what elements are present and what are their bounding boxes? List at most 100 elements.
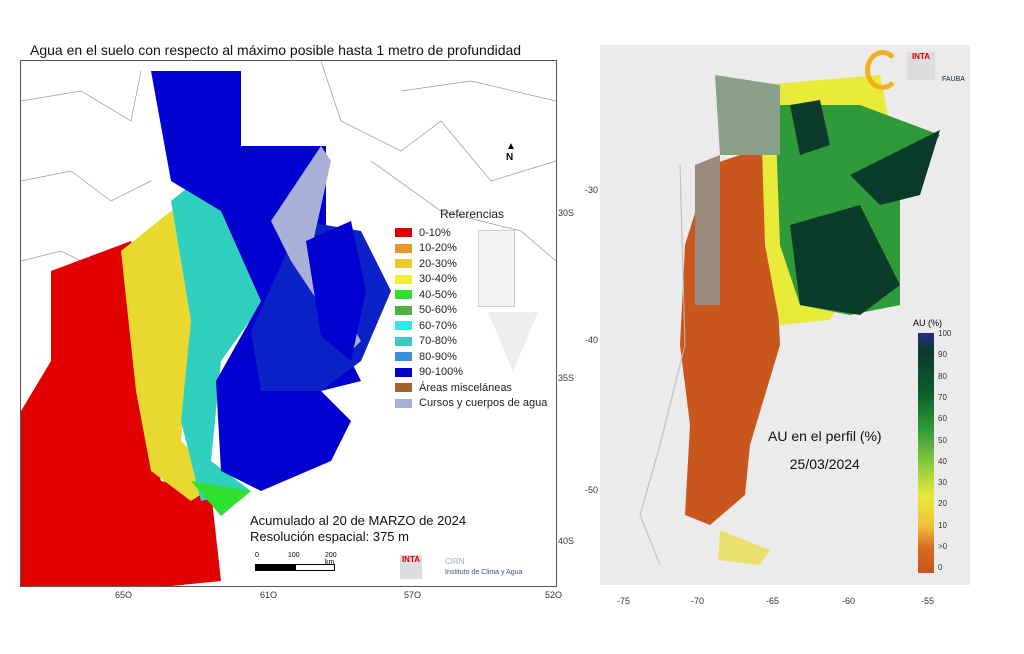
legend-swatch [395,398,412,408]
legend-item: 0-10% [395,225,547,241]
north-arrow: ▲ N [506,141,516,163]
legend: Referencias 0-10% 10-20% 20-30% 30-40% 40-50… [395,207,547,411]
legend-item: 20-30% [395,256,547,272]
east-blue [306,221,366,361]
legend-label: 20-30% [419,257,457,270]
left-map-title: Agua en el suelo con respecto al máximo … [30,42,522,58]
colorbar-label: 100 [938,329,952,338]
legend-label: 50-60% [419,304,457,317]
lon-label: -65 [766,596,780,606]
soil-water-raster [21,61,556,586]
northwest-grey [715,75,780,155]
lon-label: -60 [842,596,856,606]
inta-logo-right: INTA [907,52,935,80]
legend-swatch [395,228,412,238]
au-title: AU en el perfil (%) [768,428,882,444]
lon-label: -75 [617,596,631,606]
lat-label: 30S [558,208,575,218]
colorbar-label: 80 [938,371,947,381]
legend-label: 80-90% [419,350,457,363]
accumulated-date: Acumulado al 20 de MARZO de 2024 [250,513,467,528]
legend-swatch [395,352,412,362]
colorbar-label: 0 [938,563,943,573]
lat-label: -30 [585,185,599,195]
legend-label: Áreas misceláneas [419,381,512,394]
legend-label: 70-80% [419,335,457,348]
institute-name: Instituto de Clima y Agua [445,569,523,576]
argentina-dark [790,100,940,315]
fauba-logo: FAUBA [942,76,965,83]
argentina-inset [478,230,515,307]
andes-tan [695,155,720,305]
colorbar-label: 10 [938,520,947,530]
cirn-logo: CIRN [445,557,465,566]
legend-item: 40-50% [395,287,547,303]
scale-label: 0 [255,552,259,559]
legend-label: 90-100% [419,366,464,379]
lon-label: -70 [691,596,705,606]
legend-item: 60-70% [395,318,547,334]
scale-label: 100 [288,552,300,559]
legend-item: Áreas misceláneas [395,380,547,396]
legend-swatch [395,305,412,315]
colorbar-label: 30 [938,478,947,488]
colorbar-label: 90 [938,350,947,360]
region-red [21,241,221,586]
legend-label: 30-40% [419,273,457,286]
scale-label: 200 km [325,552,337,566]
legend-label: 40-50% [419,288,457,301]
lat-label: -50 [585,485,599,495]
chile-outline [639,164,686,566]
au-raster [639,75,940,566]
inta-logo: INTA [400,555,422,579]
lon-label: 52O [545,590,563,600]
lat-label: 35S [558,373,575,383]
au-caption: AU en el perfil (%) 25/03/2024 [768,422,882,478]
legend-item: 30-40% [395,272,547,288]
river-plate [271,146,361,351]
legend-label: 10-20% [419,242,457,255]
legend-swatch [395,274,412,284]
legend-item: 70-80% [395,334,547,350]
map-caption: Acumulado al 20 de MARZO de 2024 Resoluc… [250,513,466,545]
legend-swatch [395,336,412,346]
legend-item: 50-60% [395,303,547,319]
colorbar-label: >0 [938,542,948,551]
colorbar [918,333,934,573]
lat-label: 40S [558,536,575,546]
legend-label: 0-10% [419,226,451,239]
south-yellow [191,481,251,516]
au-profile-map [600,45,970,585]
legend-swatch [395,243,412,253]
colorbar-label: 20 [938,499,947,509]
colorbar-label: 40 [938,456,947,466]
legend-swatch [395,367,412,377]
legend-swatch [395,383,412,393]
legend-swatch [395,321,412,331]
region-inset [488,312,538,372]
legend-swatch [395,290,412,300]
lon-label: 65O [115,590,133,600]
soil-water-map: ▲ N [20,60,557,587]
legend-item: 90-100% [395,365,547,381]
colorbar-label: 60 [938,414,947,424]
orange-logo [865,50,900,90]
north-label: N [506,152,514,163]
legend-swatch [395,259,412,269]
lat-label: -40 [585,335,599,345]
colorbar-label: 50 [938,435,947,445]
lon-label: 57O [404,590,422,600]
tierra-del-fuego [718,530,770,565]
legend-label: Cursos y cuerpos de agua [419,397,548,410]
au-date: 25/03/2024 [789,456,860,472]
colorbar-title: AU (%) [913,318,942,328]
legend-item: 80-90% [395,349,547,365]
legend-title: Referencias [440,207,505,221]
lon-label: -55 [921,596,935,606]
resolution: Resolución espacial: 375 m [250,529,409,544]
lon-label: 61O [260,590,278,600]
legend-item: Cursos y cuerpos de agua [395,396,547,412]
colorbar-label: 70 [938,392,947,402]
legend-item: 10-20% [395,241,547,257]
legend-label: 60-70% [419,319,457,332]
